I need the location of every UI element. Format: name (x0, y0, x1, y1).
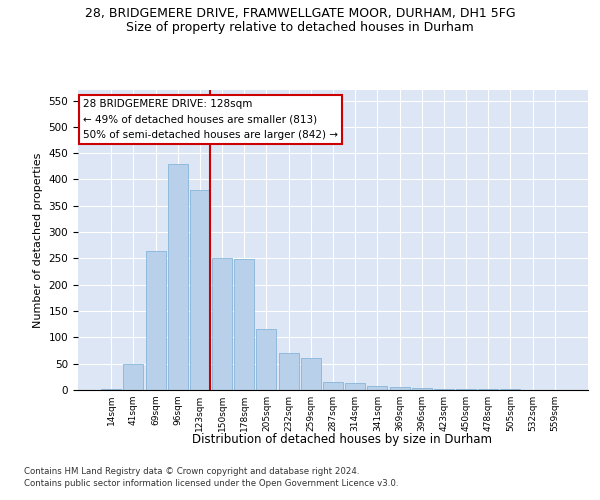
Bar (323, 382, 343, 390)
Text: 28 BRIDGEMERE DRIVE: 128sqm
← 49% of detached houses are smaller (813)
50% of se: 28 BRIDGEMERE DRIVE: 128sqm ← 49% of det… (83, 99, 338, 140)
Bar (389, 387, 410, 390)
Bar (212, 258, 232, 390)
Bar (168, 164, 188, 390)
Y-axis label: Number of detached properties: Number of detached properties (33, 152, 43, 328)
Bar (190, 190, 210, 390)
Bar (412, 388, 432, 390)
Text: Contains HM Land Registry data © Crown copyright and database right 2024.: Contains HM Land Registry data © Crown c… (24, 468, 359, 476)
Bar (101, 389, 121, 390)
Bar (367, 386, 388, 390)
Bar (301, 358, 321, 390)
Text: Contains public sector information licensed under the Open Government Licence v3: Contains public sector information licen… (24, 479, 398, 488)
Bar (234, 260, 254, 390)
Bar (345, 383, 365, 390)
Bar (256, 330, 277, 390)
Bar (146, 250, 166, 390)
Text: 28, BRIDGEMERE DRIVE, FRAMWELLGATE MOOR, DURHAM, DH1 5FG: 28, BRIDGEMERE DRIVE, FRAMWELLGATE MOOR,… (85, 8, 515, 20)
Text: Size of property relative to detached houses in Durham: Size of property relative to detached ho… (126, 21, 474, 34)
Bar (278, 353, 299, 390)
Text: Distribution of detached houses by size in Durham: Distribution of detached houses by size … (192, 432, 492, 446)
Bar (124, 364, 143, 390)
